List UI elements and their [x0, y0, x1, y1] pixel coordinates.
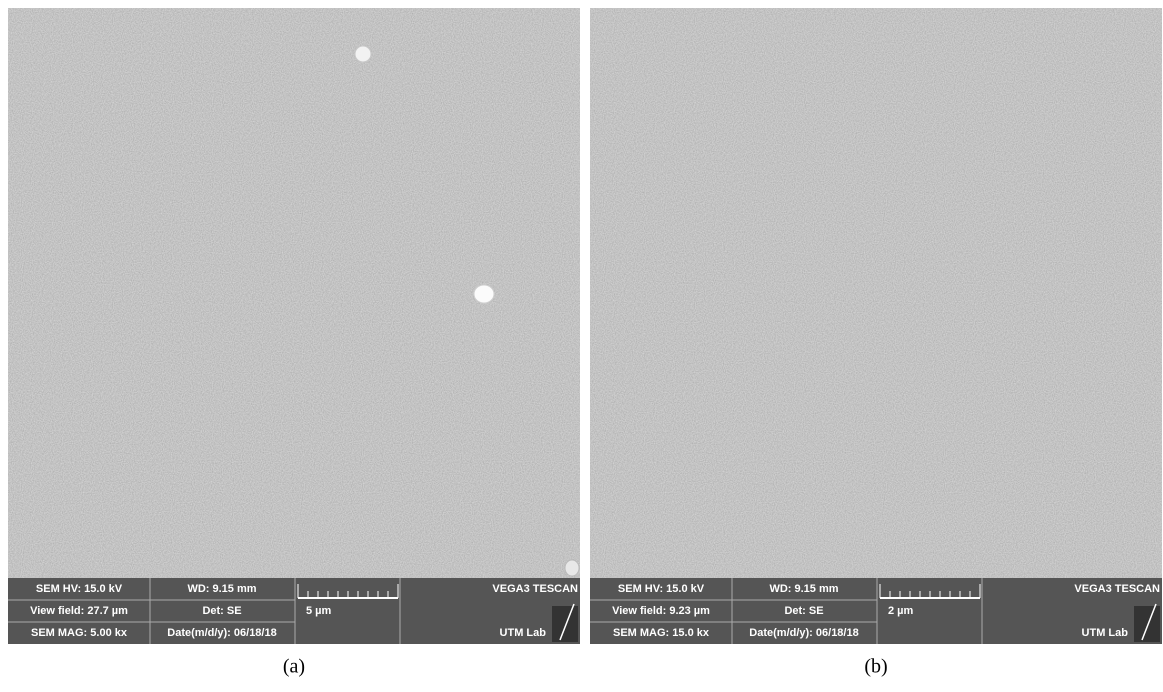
- info-text: WD: 9.15 mm: [187, 583, 256, 595]
- panel: SEM HV: 15.0 kV View field: 9.23 µm SEM MA…: [590, 8, 1162, 644]
- info-text: Det: SE: [202, 605, 241, 617]
- info-text: WD: 9.15 mm: [769, 583, 838, 595]
- info-text: VEGA3 TESCAN: [492, 583, 578, 595]
- logo: [1134, 606, 1160, 642]
- figure: SEM HV: 15.0 kV View field: 27.7 µm SEM MA…: [0, 0, 1163, 692]
- info-text: VEGA3 TESCAN: [1074, 583, 1160, 595]
- info-text: Date(m/d/y): 06/18/18: [749, 627, 858, 639]
- info-text: SEM HV: 15.0 kV: [36, 583, 123, 595]
- info-text: UTM Lab: [1082, 627, 1129, 639]
- info-text: 2 µm: [888, 605, 914, 617]
- info-text: View field: 9.23 µm: [612, 605, 710, 617]
- info-text: Date(m/d/y): 06/18/18: [167, 627, 276, 639]
- particle: [565, 560, 579, 576]
- logo: [552, 606, 578, 642]
- info-text: SEM MAG: 15.0 kx: [613, 627, 710, 639]
- sem-image: [590, 8, 1162, 578]
- info-text: Det: SE: [784, 605, 823, 617]
- particle: [474, 285, 494, 303]
- info-text: SEM HV: 15.0 kV: [618, 583, 705, 595]
- info-text: UTM Lab: [500, 627, 547, 639]
- panel: SEM HV: 15.0 kV View field: 27.7 µm SEM MA…: [8, 8, 580, 644]
- info-text: 5 µm: [306, 605, 332, 617]
- particle: [355, 46, 371, 62]
- info-text: SEM MAG: 5.00 kx: [31, 627, 128, 639]
- info-text: View field: 27.7 µm: [30, 605, 128, 617]
- caption: (b): [864, 656, 887, 678]
- caption: (a): [283, 656, 305, 678]
